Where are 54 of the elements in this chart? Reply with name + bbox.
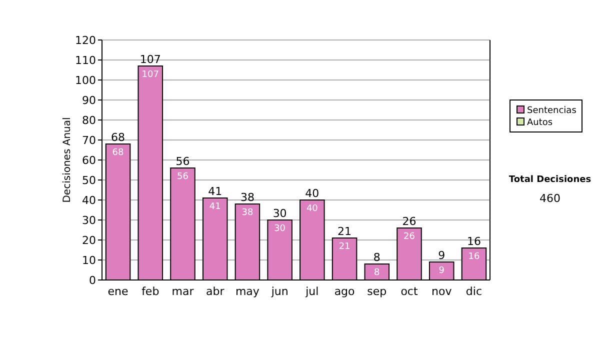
total-label: 41 — [208, 185, 222, 198]
x-tick-label: jun — [270, 285, 288, 298]
y-tick-label: 80 — [82, 114, 96, 127]
x-tick-label: ago — [334, 285, 356, 298]
data-label: 16 — [468, 252, 480, 262]
total-label: 68 — [111, 131, 126, 144]
x-tick-label: may — [235, 285, 260, 298]
data-label: 40 — [306, 204, 318, 214]
total-label: 8 — [373, 251, 380, 264]
x-tick-label: feb — [142, 285, 160, 298]
y-tick-label: 100 — [75, 74, 96, 87]
total-label: 26 — [402, 215, 416, 228]
data-label: 9 — [438, 266, 445, 276]
data-label: 107 — [142, 70, 159, 80]
y-tick-label: 90 — [82, 94, 96, 107]
y-tick-label: 20 — [82, 234, 96, 247]
x-tick-label: abr — [206, 285, 225, 298]
y-tick-label: 10 — [82, 254, 96, 267]
data-label: 68 — [112, 148, 124, 158]
total-label: 30 — [272, 207, 287, 220]
y-tick-label: 0 — [89, 274, 96, 287]
data-label: 38 — [242, 208, 254, 218]
data-label: 30 — [274, 224, 286, 234]
data-label: 8 — [374, 268, 380, 278]
legend-label: Sentencias — [527, 106, 577, 116]
y-tick-label: 60 — [82, 154, 96, 167]
y-tick-label: 30 — [82, 214, 96, 227]
text: 460 — [540, 192, 560, 205]
data-label: 56 — [177, 172, 189, 182]
x-tick-label: nov — [432, 285, 452, 298]
x-tick-label: jul — [304, 285, 319, 298]
total-label: 107 — [140, 53, 161, 66]
total-label: 21 — [338, 225, 352, 238]
total-label: 40 — [305, 187, 320, 200]
y-tick-label: 40 — [82, 194, 96, 207]
legend-label: Autos — [527, 118, 553, 128]
data-label: 26 — [404, 232, 416, 242]
total-label: 56 — [176, 155, 190, 168]
y-tick-label: 120 — [75, 34, 96, 47]
data-label: 21 — [338, 242, 350, 252]
x-tick-label: mar — [172, 285, 194, 298]
y-tick-label: 70 — [82, 134, 96, 147]
y-axis-title: Decisiones Anual — [62, 117, 73, 203]
y-tick-label: 110 — [75, 54, 96, 67]
x-tick-label: sep — [367, 285, 387, 298]
total-label: 16 — [466, 235, 481, 248]
text: Total Decisiones — [508, 175, 592, 185]
x-tick-label: ene — [108, 285, 128, 298]
total-label: 38 — [240, 191, 254, 204]
x-tick-label: oct — [400, 285, 418, 298]
data-label: 41 — [209, 202, 221, 212]
x-tick-label: dic — [466, 285, 482, 298]
y-tick-label: 50 — [82, 174, 96, 187]
total-label: 9 — [438, 249, 446, 262]
